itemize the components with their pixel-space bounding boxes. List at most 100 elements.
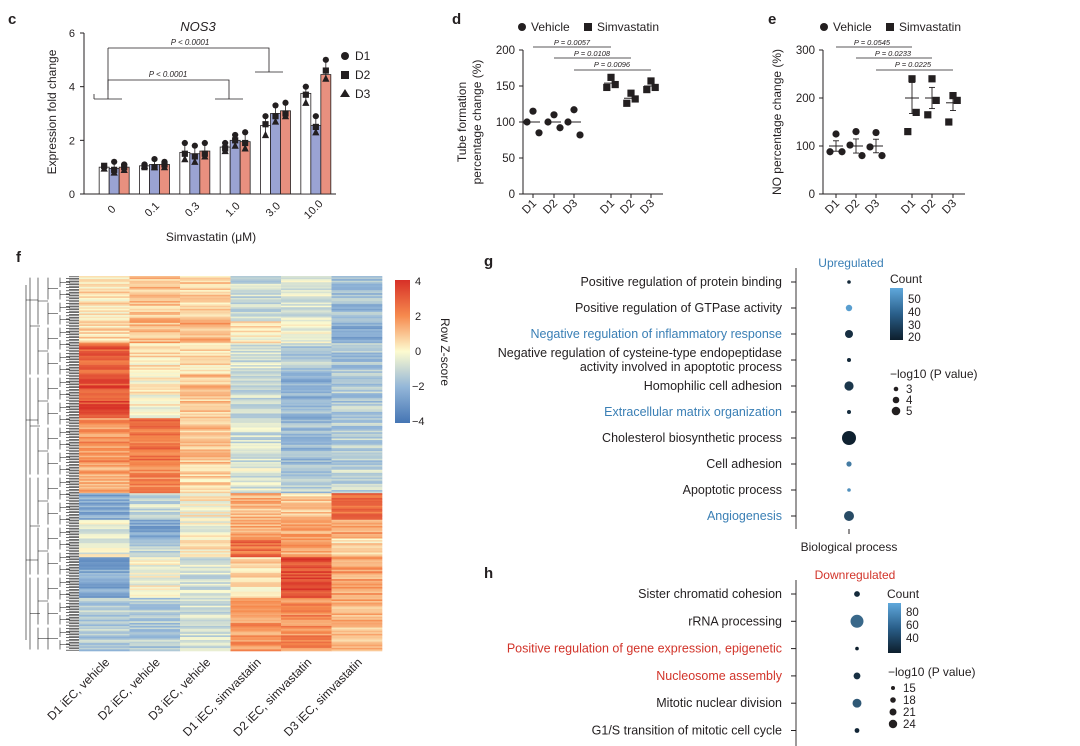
heatmap-cell xyxy=(79,454,130,456)
p-value-e-3: P = 0.0225 xyxy=(895,60,932,69)
heatmap-cell xyxy=(281,399,332,402)
heatmap-cell xyxy=(129,444,181,447)
heatmap-cell xyxy=(281,311,332,314)
heatmap-cell xyxy=(281,544,332,547)
heatmap-cell xyxy=(129,383,181,386)
size-legend-label: 15 xyxy=(903,683,916,695)
heatmap-cell xyxy=(79,468,130,471)
x-tick-label: D1 xyxy=(598,198,617,217)
heatmap-cell xyxy=(129,322,181,325)
heatmap-cell xyxy=(79,374,130,377)
heatmap-cell xyxy=(180,419,231,422)
heatmap-cell xyxy=(230,505,282,508)
heatmap-cell xyxy=(230,508,282,511)
heatmap-cell xyxy=(281,510,332,513)
heatmap-cell xyxy=(129,615,181,617)
heatmap-cell xyxy=(230,318,282,321)
heatmap-cell xyxy=(230,313,282,316)
heatmap-cell xyxy=(281,315,332,317)
heatmap-cell xyxy=(281,490,332,492)
heatmap-cell xyxy=(129,297,181,300)
heatmap-cell xyxy=(230,469,282,472)
heatmap-cell xyxy=(230,411,282,414)
heatmap-cell xyxy=(180,286,231,289)
heatmap-cell xyxy=(281,460,332,463)
heatmap-cell xyxy=(180,324,231,327)
heatmap-cell xyxy=(331,294,383,297)
heatmap-cell xyxy=(230,391,282,394)
heatmap-cell xyxy=(129,455,181,458)
heatmap-cell xyxy=(281,618,332,621)
heatmap-cell xyxy=(281,316,332,319)
heatmap-cell xyxy=(180,319,231,322)
x-tick-label-c: 0.3 xyxy=(183,200,202,219)
heatmap-cell xyxy=(230,496,282,499)
y-axis-label-c: Expression fold change xyxy=(45,49,59,174)
heatmap-cell xyxy=(79,297,130,300)
heatmap-cell xyxy=(180,443,231,446)
heatmap-cell xyxy=(230,452,282,455)
heatmap-cell xyxy=(281,454,332,456)
heatmap-cell xyxy=(180,632,231,635)
point-c xyxy=(262,121,269,128)
heatmap-cell xyxy=(79,421,130,424)
heatmap-cell xyxy=(79,622,130,625)
heatmap-cell xyxy=(230,483,282,486)
panel-letter-g: g xyxy=(484,253,493,270)
heatmap-cell xyxy=(281,452,332,455)
heatmap-cell xyxy=(180,543,231,546)
heatmap-cell xyxy=(331,479,383,481)
heatmap-cell xyxy=(79,636,130,639)
bar-c xyxy=(320,74,332,195)
heatmap-cell xyxy=(281,605,332,608)
heatmap-cell xyxy=(281,419,332,422)
heatmap-cell xyxy=(129,611,181,614)
heatmap-cell xyxy=(281,357,332,360)
heatmap-cell xyxy=(331,596,383,599)
heatmap-cell xyxy=(129,429,181,431)
heatmap-cell xyxy=(230,468,282,471)
heatmap-cell xyxy=(331,418,383,421)
heatmap-cell xyxy=(331,324,383,327)
heatmap-cell xyxy=(281,404,332,406)
heatmap-cell xyxy=(79,305,130,308)
heatmap-cell xyxy=(281,332,332,335)
heatmap-cell xyxy=(180,383,231,386)
heatmap-cell xyxy=(79,647,130,650)
heatmap-cell xyxy=(79,372,130,375)
heatmap-cell xyxy=(331,602,383,605)
heatmap-cell xyxy=(281,379,332,381)
simvastatin-point xyxy=(643,86,651,94)
count-tick: 40 xyxy=(906,633,919,645)
heatmap-cell xyxy=(281,518,332,521)
heatmap-cell xyxy=(281,497,332,500)
panel-letter-e: e xyxy=(768,11,776,28)
heatmap-cell xyxy=(129,386,181,389)
heatmap-cell xyxy=(331,538,383,541)
x-tick-label-c: 1.0 xyxy=(223,200,242,219)
heatmap-cell xyxy=(180,479,231,481)
heatmap-cell xyxy=(129,308,181,311)
heatmap-cell xyxy=(331,607,383,610)
enrichment-dot xyxy=(852,698,862,708)
heatmap-cell xyxy=(281,566,332,569)
heatmap-cell xyxy=(331,433,383,436)
heatmap-cell xyxy=(79,544,130,547)
heatmap-cell xyxy=(230,580,282,583)
heatmap-cell xyxy=(281,421,332,424)
heatmap-cell xyxy=(129,430,181,433)
heatmap-cell xyxy=(230,335,282,338)
heatmap-cell xyxy=(230,511,282,514)
heatmap-cell xyxy=(180,310,231,313)
heatmap-cell xyxy=(180,544,231,547)
heatmap-cell xyxy=(129,519,181,522)
heatmap-cell xyxy=(331,501,383,503)
heatmap-cell xyxy=(331,540,383,542)
heatmap-cell xyxy=(230,601,282,603)
heatmap-cell xyxy=(230,380,282,383)
heatmap-cell xyxy=(180,526,231,528)
heatmap-cell xyxy=(281,438,332,441)
legend-marker-vehicle-e xyxy=(820,23,828,31)
heatmap-cell xyxy=(230,569,282,572)
heatmap-cell xyxy=(129,336,181,339)
